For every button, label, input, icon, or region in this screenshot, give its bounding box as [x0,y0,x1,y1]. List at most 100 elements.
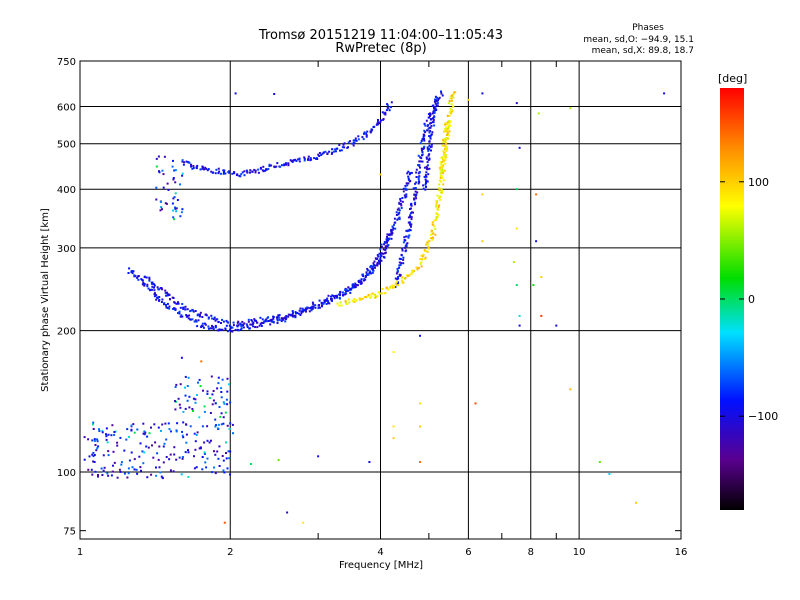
data-point [236,325,239,328]
data-point [397,276,399,278]
data-point [184,386,186,389]
data-point [372,267,374,270]
data-point [318,155,321,157]
data-point [391,225,394,228]
data-point [175,430,178,433]
data-point [453,91,456,94]
data-point [405,195,408,198]
data-point [436,96,439,99]
data-point [384,249,387,251]
data-point [392,227,395,230]
data-point [231,423,234,426]
data-point [320,154,323,156]
data-point [390,101,393,104]
data-point [307,155,310,158]
data-point [433,116,436,119]
data-point [145,276,148,279]
data-point [427,124,430,127]
data-point [512,261,515,263]
data-point [305,310,307,313]
data-point [260,324,263,327]
data-point [148,432,151,435]
data-point [153,286,155,289]
data-point [426,250,429,253]
data-point [222,320,225,323]
data-point [354,286,357,288]
data-point [303,156,306,159]
data-point [278,318,281,321]
data-point [433,225,436,228]
data-point [402,258,405,261]
data-point [426,180,429,183]
data-point [403,239,406,241]
data-point [310,309,313,312]
data-point [365,271,368,274]
data-point [342,293,345,296]
data-point [421,154,423,157]
data-point [417,164,420,166]
data-point [261,318,264,321]
data-point [223,521,226,524]
data-point [168,307,171,310]
data-point [437,213,440,216]
data-point [113,433,116,436]
data-point [413,197,415,200]
data-point [399,198,402,200]
data-point [358,281,361,284]
data-point [180,211,183,214]
data-point [442,179,445,182]
data-point [348,289,351,292]
data-point [431,238,434,241]
data-point [203,168,206,171]
data-point [188,406,191,409]
data-point [403,236,406,239]
data-point [181,160,184,163]
data-point [193,455,195,458]
data-point [372,269,375,272]
data-point [127,272,130,274]
data-point [151,288,153,291]
data-point [164,291,167,294]
data-point [155,294,158,297]
data-point [197,381,199,384]
data-point [216,387,219,390]
data-point [98,430,101,432]
data-point [349,140,351,143]
data-point [423,175,426,178]
data-point [440,188,443,191]
data-point [297,158,300,161]
data-point [126,476,129,479]
data-point [406,188,408,191]
data-point [434,233,437,236]
data-point [202,166,204,169]
data-point [410,223,413,226]
data-point [420,147,423,150]
data-point [271,320,274,323]
data-point [240,323,242,326]
x-axis-label: Frequency [MHz] [339,560,423,571]
data-point [397,213,400,216]
data-point [146,435,149,438]
data-point [451,99,453,102]
data-point [213,450,215,453]
data-point [438,187,441,190]
data-point [130,451,133,454]
data-point [98,428,100,431]
data-point [146,285,149,288]
data-point [158,288,161,291]
data-point [176,302,179,305]
data-point [448,100,451,102]
data-point [234,328,237,331]
data-point [113,461,116,464]
data-point [386,237,389,240]
data-point [220,328,223,331]
data-point [177,397,180,400]
data-point [195,166,198,169]
data-point [151,282,154,285]
data-point [194,440,197,443]
data-point [269,319,272,322]
data-point [450,103,453,106]
data-point [176,199,179,201]
data-point [393,221,396,224]
data-point [220,322,222,324]
